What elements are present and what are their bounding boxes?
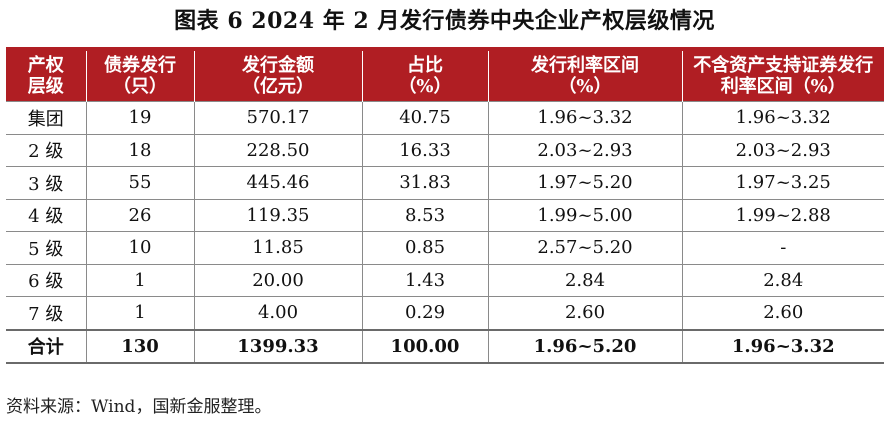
cell-rate-range-ex-abs: 2.84 (681, 263, 884, 297)
header-text: 占比 （%） (398, 55, 452, 97)
total-count: 130 (85, 328, 195, 364)
cell-rate-range: 2.60 (487, 296, 683, 330)
total-amount: 1399.33 (193, 328, 363, 364)
cell-count: 55 (85, 166, 195, 200)
cell-amount: 570.17 (193, 101, 363, 135)
cell-share: 31.83 (361, 166, 489, 200)
cell-level: 2 级 (6, 133, 87, 167)
cell-count: 18 (85, 133, 195, 167)
cell-count: 1 (85, 296, 195, 330)
cell-share: 0.29 (361, 296, 489, 330)
header-text: 发行金额 （亿元） (242, 55, 314, 97)
cell-rate-range-ex-abs: 1.99~2.88 (681, 198, 884, 232)
total-rate-range: 1.96~5.20 (487, 328, 683, 364)
cell-count: 26 (85, 198, 195, 232)
cell-rate-range-ex-abs: - (681, 231, 884, 265)
cell-count: 1 (85, 263, 195, 297)
table-row: 集团 19 570.17 40.75 1.96~3.32 1.96~3.32 (6, 101, 884, 135)
header-text: 产权 层级 (27, 55, 64, 97)
source-note: 资料来源：Wind，国新金服整理。 (6, 397, 272, 417)
header-cell-rate-range: 发行利率区间 （%） (487, 51, 683, 102)
cell-rate-range: 2.57~5.20 (487, 231, 683, 265)
total-rate-range-ex-abs: 1.96~3.32 (681, 328, 884, 364)
cell-share: 16.33 (361, 133, 489, 167)
total-label: 合计 (6, 328, 87, 364)
table-header-row: 产权 层级 债券发行 （只） 发行金额 （亿元） 占比 （%） 发行利率区间 （… (6, 51, 884, 102)
cell-count: 10 (85, 231, 195, 265)
header-cell-level: 产权 层级 (6, 51, 87, 102)
cell-amount: 445.46 (193, 166, 363, 200)
cell-amount: 228.50 (193, 133, 363, 167)
header-cell-amount: 发行金额 （亿元） (193, 51, 363, 102)
cell-level: 集团 (6, 101, 87, 135)
table-row: 7 级 1 4.00 0.29 2.60 2.60 (6, 296, 884, 330)
total-row: 合计 130 1399.33 100.00 1.96~5.20 1.96~3.3… (6, 328, 884, 364)
cell-share: 0.85 (361, 231, 489, 265)
cell-rate-range: 1.96~3.32 (487, 101, 683, 135)
cell-share: 1.43 (361, 263, 489, 297)
cell-rate-range-ex-abs: 2.03~2.93 (681, 133, 884, 167)
table-row: 5 级 10 11.85 0.85 2.57~5.20 - (6, 231, 884, 265)
table-row: 3 级 55 445.46 31.83 1.97~5.20 1.97~3.25 (6, 166, 884, 200)
cell-rate-range: 1.99~5.00 (487, 198, 683, 232)
table-row: 4 级 26 119.35 8.53 1.99~5.00 1.99~2.88 (6, 198, 884, 232)
header-text: 不含资产支持证券发行 利率区间（%） (693, 55, 874, 97)
header-text: 债券发行 （只） (104, 55, 176, 97)
header-cell-share: 占比 （%） (361, 51, 489, 102)
cell-level: 5 级 (6, 231, 87, 265)
cell-rate-range-ex-abs: 2.60 (681, 296, 884, 330)
cell-share: 8.53 (361, 198, 489, 232)
cell-amount: 119.35 (193, 198, 363, 232)
data-table: 产权 层级 债券发行 （只） 发行金额 （亿元） 占比 （%） 发行利率区间 （… (6, 51, 884, 364)
cell-amount: 4.00 (193, 296, 363, 330)
cell-level: 4 级 (6, 198, 87, 232)
cell-rate-range: 1.97~5.20 (487, 166, 683, 200)
cell-share: 40.75 (361, 101, 489, 135)
cell-rate-range-ex-abs: 1.96~3.32 (681, 101, 884, 135)
cell-level: 7 级 (6, 296, 87, 330)
table-row: 2 级 18 228.50 16.33 2.03~2.93 2.03~2.93 (6, 133, 884, 167)
table-row: 6 级 1 20.00 1.43 2.84 2.84 (6, 263, 884, 297)
cell-count: 19 (85, 101, 195, 135)
header-top-rule (6, 47, 884, 51)
cell-rate-range-ex-abs: 1.97~3.25 (681, 166, 884, 200)
cell-amount: 20.00 (193, 263, 363, 297)
header-cell-rate-range-ex-abs: 不含资产支持证券发行 利率区间（%） (681, 51, 884, 102)
cell-rate-range: 2.84 (487, 263, 683, 297)
header-cell-count: 债券发行 （只） (85, 51, 195, 102)
total-share: 100.00 (361, 328, 489, 364)
cell-level: 3 级 (6, 166, 87, 200)
header-text: 发行利率区间 （%） (531, 55, 639, 97)
cell-rate-range: 2.03~2.93 (487, 133, 683, 167)
figure-title: 图表 6 2024 年 2 月发行债券中央企业产权层级情况 (174, 8, 715, 34)
cell-level: 6 级 (6, 263, 87, 297)
cell-amount: 11.85 (193, 231, 363, 265)
